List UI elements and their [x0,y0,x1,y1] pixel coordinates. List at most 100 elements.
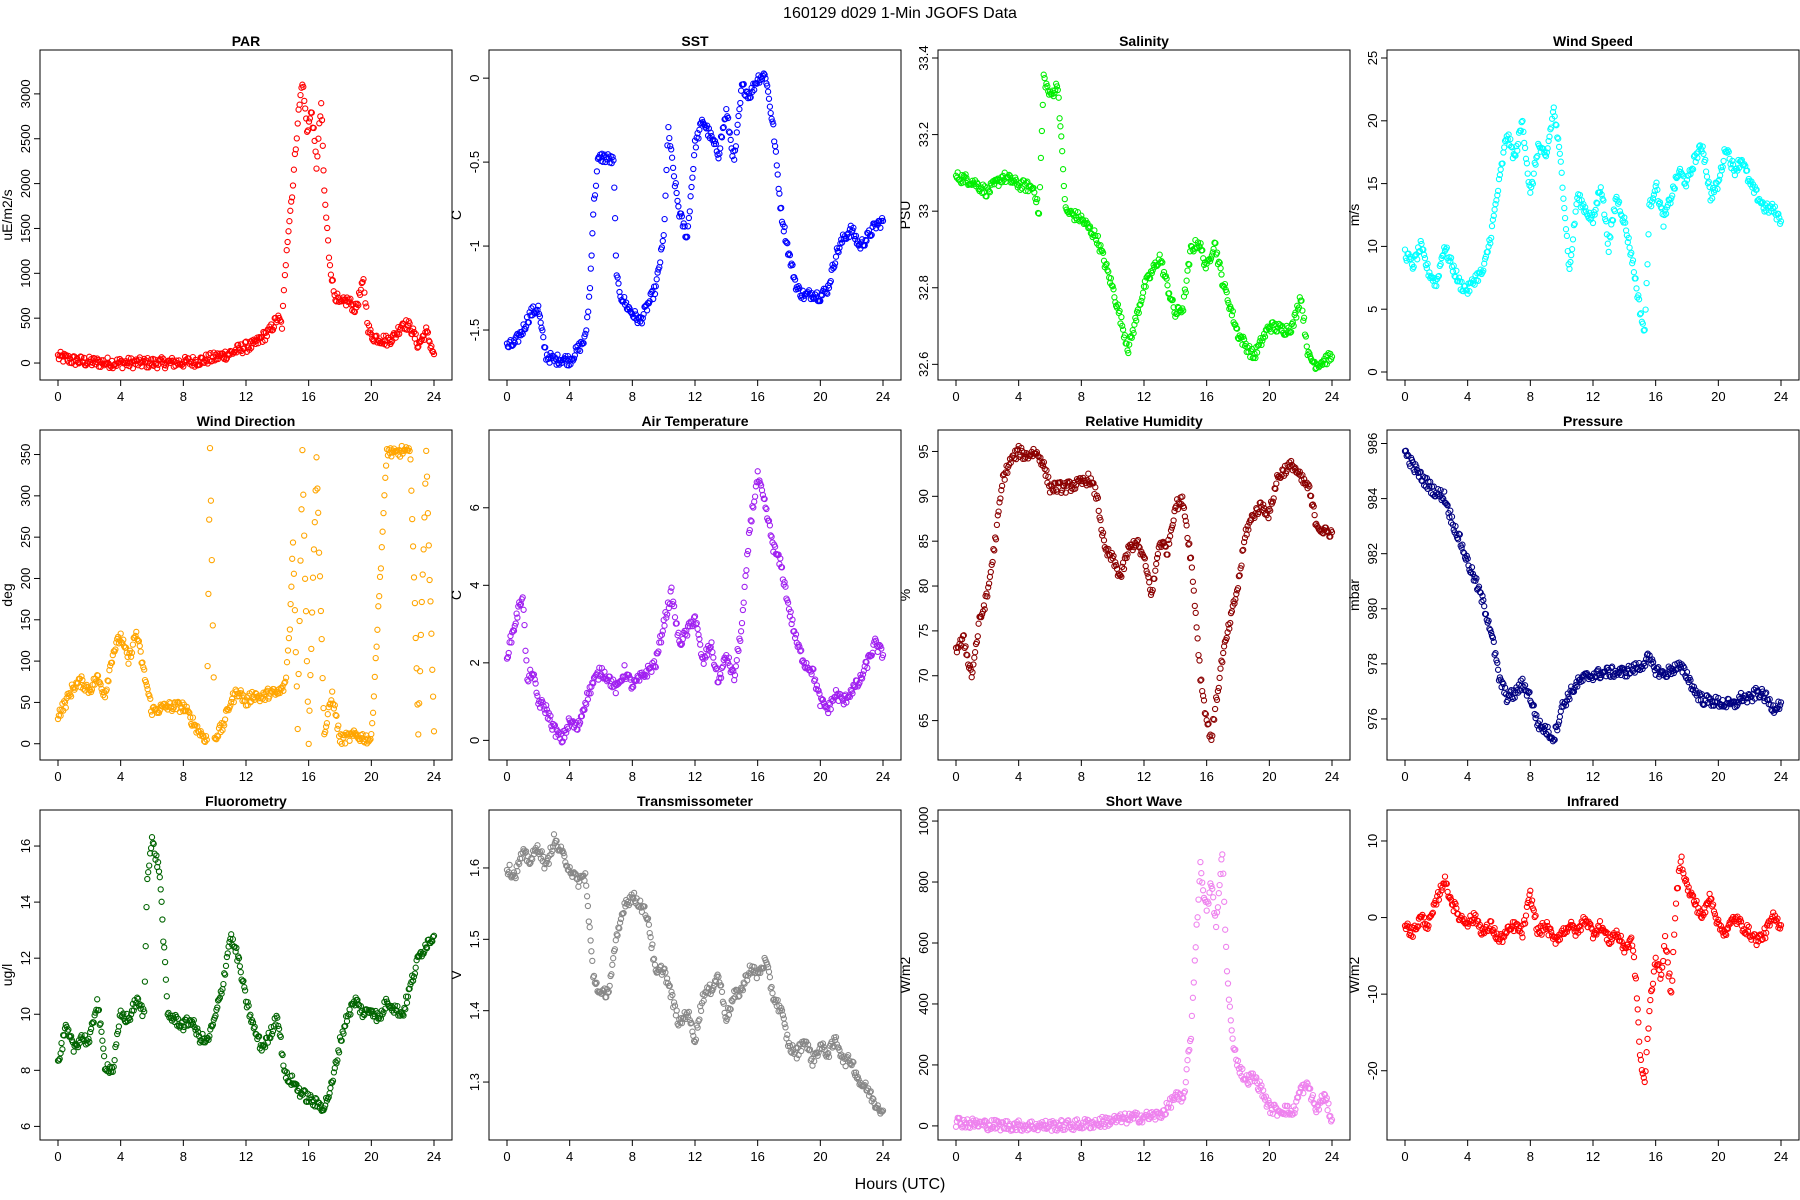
data-point [369,1007,376,1014]
data-point [227,702,234,709]
data-point [1649,656,1656,663]
data-point [1192,609,1199,617]
y-tick-label: 90 [916,489,931,503]
data-point [425,542,432,549]
data-point [601,668,608,675]
data-point [221,970,228,977]
data-point [110,1063,117,1071]
data-point [1466,288,1473,295]
data-point [1225,299,1232,307]
data-point [300,491,307,498]
data-point [1034,195,1041,203]
panel-title: Fluorometry [205,793,287,809]
data-point [354,300,361,307]
y-tick-label: 70 [916,669,931,683]
data-point [640,311,647,318]
data-point [1550,104,1557,111]
data-point [586,284,594,292]
data-point [1561,698,1569,706]
data-point [124,653,131,661]
data-point [1164,551,1171,558]
data-point [125,660,132,667]
data-point [1629,260,1636,267]
panel-title: PAR [232,33,261,49]
data-point [1718,167,1725,174]
data-point [1423,474,1430,482]
data-point [576,719,584,726]
data-point [406,985,413,992]
data-point [427,598,434,605]
x-tick-label: 4 [1464,389,1471,404]
data-point [731,156,738,163]
data-point [174,698,182,706]
data-point [508,639,515,646]
data-point [293,135,300,142]
data-point [651,663,659,670]
figure-title: 160129 d029 1-Min JGOFS Data [783,5,1017,22]
data-point [221,971,229,978]
data-point [585,918,592,925]
data-point [1485,617,1492,624]
data-point [1208,252,1216,259]
data-point [1556,150,1564,157]
data-point [1566,265,1573,273]
data-point [1261,333,1269,340]
data-point [1444,502,1451,509]
data-point [1682,183,1690,190]
data-point [1004,469,1011,477]
data-point [862,236,869,244]
data-point [1441,244,1448,251]
data-point [266,693,273,700]
data-point [604,989,612,996]
data-point [392,1006,399,1013]
data-point [733,129,740,136]
data-point [287,600,294,608]
data-point [429,666,436,673]
data-point [315,549,323,556]
data-point [1777,699,1785,706]
data-point [370,693,378,700]
data-point [1615,198,1623,205]
data-point [221,722,228,729]
data-point [296,617,303,625]
data-point [1460,549,1467,556]
data-series [54,81,438,372]
data-point [328,697,335,704]
data-point [1057,123,1064,130]
data-point [746,526,753,534]
data-point [100,1045,107,1052]
data-point [533,689,540,696]
y-tick-label: 100 [18,650,33,672]
data-point [608,971,615,978]
data-point [1037,454,1044,461]
data-point [792,631,800,638]
data-point [371,673,378,681]
data-point [1518,118,1525,126]
data-point [261,696,269,704]
data-point [641,903,648,910]
data-point [524,853,532,860]
data-point [739,606,747,614]
data-point [1265,514,1272,522]
data-point [745,529,753,537]
data-point [1743,167,1751,174]
data-point [1306,350,1313,357]
data-point [811,676,819,683]
data-point [561,853,568,860]
data-point [1056,115,1063,122]
data-point [1224,297,1231,304]
data-point [1322,524,1330,531]
data-point [1690,683,1698,690]
x-tick-label: 12 [1586,769,1600,784]
data-point [1132,314,1139,322]
data-point [1601,211,1608,218]
data-point [285,228,292,235]
data-point [1238,562,1245,569]
data-point [620,909,627,917]
data-point [690,621,697,628]
data-point [1650,191,1658,198]
data-point [767,109,774,117]
data-point [1481,603,1488,610]
data-point [1777,218,1785,225]
data-point [210,674,217,681]
